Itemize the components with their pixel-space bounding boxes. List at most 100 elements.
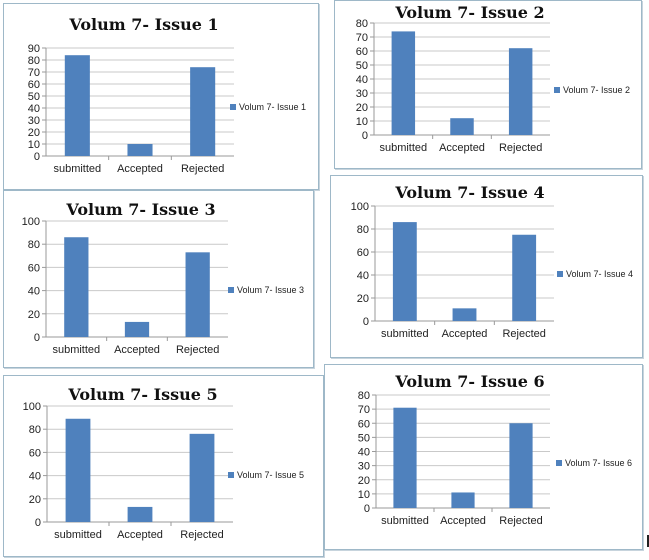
y-tick-label: 40	[356, 74, 368, 86]
y-tick-label: 60	[28, 262, 40, 274]
bar-submitted	[391, 31, 416, 135]
y-tick-label: 80	[28, 239, 40, 251]
chart-svg: Volum 7- Issue 6 0 10 20 30 40 50 60 70 80 submitt…	[358, 372, 632, 527]
x-category-label: submitted	[381, 328, 429, 340]
y-tick-label: 0	[364, 503, 370, 515]
legend-swatch	[557, 271, 563, 277]
y-tick-label: 80	[356, 18, 368, 30]
y-tick-label: 30	[358, 461, 370, 473]
y-tick-label: 80	[28, 55, 40, 67]
chart-title: Volum 7- Issue 3	[65, 200, 215, 219]
y-tick-label: 50	[358, 432, 370, 444]
y-tick-label: 70	[28, 67, 40, 79]
chart-panel-issue-1: Volum 7- Issue 1 0 10 20 30 40 50 60 70 80 90 submi…	[3, 3, 319, 190]
chart-panel-issue-5: Volum 7- Issue 5 0 20 40 60 80 100 submitted Acc…	[3, 375, 324, 557]
bar-accepted	[452, 308, 477, 321]
y-tick-label: 80	[29, 424, 41, 436]
bar-rejected	[508, 48, 533, 136]
x-category-label: Accepted	[439, 142, 485, 154]
chart-title: Volum 7- Issue 4	[394, 183, 544, 202]
legend-label: Volum 7- Issue 2	[563, 85, 630, 95]
chart-title: Volum 7- Issue 2	[394, 3, 544, 22]
y-tick-label: 100	[22, 216, 40, 228]
legend-label: Volum 7- Issue 3	[237, 285, 304, 295]
x-category-label: submitted	[53, 163, 101, 175]
y-tick-label: 60	[28, 79, 40, 91]
chart-svg: Volum 7- Issue 5 0 20 40 60 80 100 submitted Acc…	[23, 385, 304, 541]
chart-svg: Volum 7- Issue 2 0 10 20 30 40 50 60 70 80 submitt…	[356, 3, 630, 154]
x-category-label: submitted	[54, 529, 102, 541]
y-tick-label: 60	[29, 447, 41, 459]
y-tick-label: 100	[351, 201, 369, 213]
legend-label: Volum 7- Issue 4	[566, 269, 633, 279]
bar-rejected	[512, 234, 537, 321]
y-tick-label: 10	[28, 139, 40, 151]
chart-title: Volum 7- Issue 5	[67, 385, 217, 404]
x-category-label: Rejected	[499, 515, 542, 527]
x-category-label: submitted	[379, 142, 427, 154]
bar-rejected	[509, 423, 533, 508]
y-tick-label: 50	[356, 60, 368, 72]
y-tick-label: 40	[358, 447, 370, 459]
x-category-label: Rejected	[181, 163, 224, 175]
x-category-label: Rejected	[176, 344, 219, 356]
bar-accepted	[127, 144, 153, 156]
bar-rejected	[185, 252, 210, 337]
x-category-label: submitted	[52, 344, 100, 356]
y-tick-label: 0	[363, 316, 369, 328]
chart-panel-issue-6: Volum 7- Issue 6 0 10 20 30 40 50 60 70 80 submitt…	[324, 364, 643, 550]
cursor-mark	[647, 535, 649, 547]
y-tick-label: 20	[356, 102, 368, 114]
chart-title: Volum 7- Issue 1	[68, 15, 218, 34]
legend-label: Volum 7- Issue 1	[239, 102, 306, 112]
bar-accepted	[124, 321, 150, 337]
y-tick-label: 30	[28, 115, 40, 127]
bar-submitted	[64, 237, 89, 337]
chart-svg: Volum 7- Issue 4 0 20 40 60 80 100 submitted Acc…	[351, 183, 633, 340]
bar-accepted	[127, 506, 153, 522]
y-tick-label: 100	[23, 401, 41, 413]
y-tick-label: 0	[34, 332, 40, 344]
y-tick-label: 60	[357, 247, 369, 259]
bar-submitted	[393, 407, 417, 508]
y-tick-label: 50	[28, 91, 40, 103]
x-category-label: Rejected	[180, 529, 223, 541]
y-tick-label: 0	[34, 151, 40, 163]
x-category-label: Accepted	[442, 328, 488, 340]
y-tick-label: 20	[28, 127, 40, 139]
y-tick-label: 0	[35, 517, 41, 529]
y-tick-label: 80	[357, 224, 369, 236]
chart-svg: Volum 7- Issue 3 0 20 40 60 80 100 submitted Acc…	[22, 200, 304, 356]
y-tick-label: 40	[28, 286, 40, 298]
x-category-label: Accepted	[114, 344, 160, 356]
legend-swatch	[230, 104, 236, 110]
x-category-label: Accepted	[117, 163, 163, 175]
legend-label: Volum 7- Issue 6	[565, 458, 632, 468]
y-tick-label: 40	[357, 270, 369, 282]
bar-submitted	[392, 222, 417, 321]
y-tick-label: 10	[358, 489, 370, 501]
y-tick-label: 30	[356, 88, 368, 100]
y-tick-label: 20	[357, 293, 369, 305]
y-tick-label: 20	[29, 494, 41, 506]
x-category-label: Rejected	[499, 142, 542, 154]
bar-submitted	[64, 55, 90, 157]
legend-swatch	[228, 287, 234, 293]
y-tick-label: 40	[28, 103, 40, 115]
y-tick-label: 0	[362, 130, 368, 142]
x-category-label: Accepted	[440, 515, 486, 527]
chart-panel-issue-4: Volum 7- Issue 4 0 20 40 60 80 100 submitted Acc…	[330, 175, 643, 358]
x-category-label: Accepted	[117, 529, 163, 541]
x-category-label: Rejected	[502, 328, 545, 340]
legend-swatch	[554, 87, 560, 93]
y-tick-label: 20	[28, 309, 40, 321]
chart-title: Volum 7- Issue 6	[394, 372, 544, 391]
x-category-label: submitted	[381, 515, 429, 527]
y-tick-label: 40	[29, 471, 41, 483]
legend-label: Volum 7- Issue 5	[237, 470, 304, 480]
y-tick-label: 10	[356, 116, 368, 128]
y-tick-label: 80	[358, 390, 370, 402]
y-tick-label: 70	[356, 32, 368, 44]
chart-panel-issue-2: Volum 7- Issue 2 0 10 20 30 40 50 60 70 80 submitt…	[334, 0, 642, 169]
